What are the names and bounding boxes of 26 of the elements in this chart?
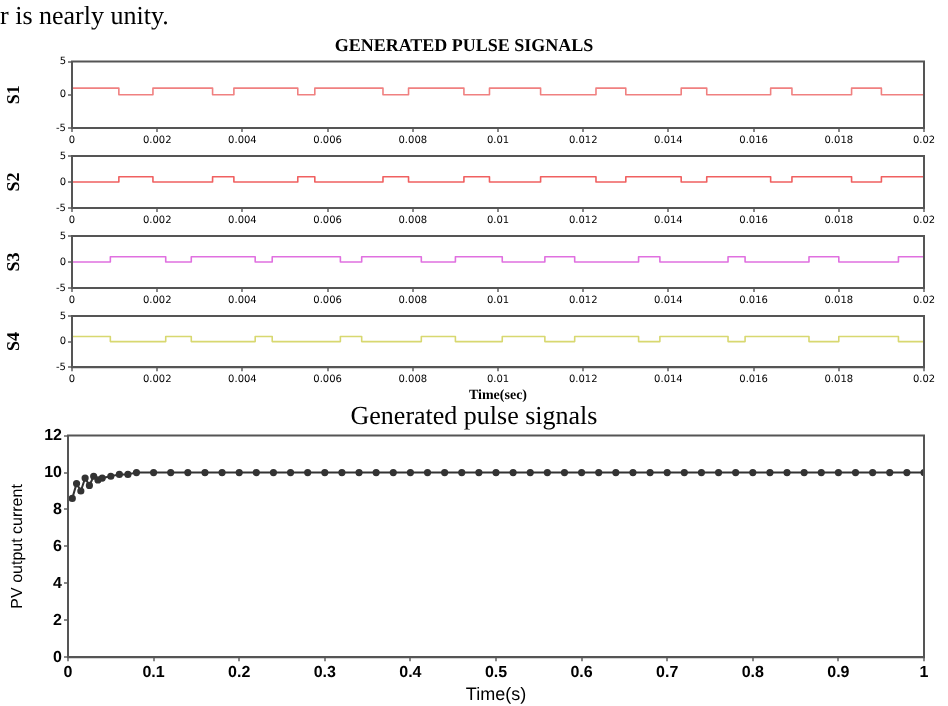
x-tick-label: 0.7 xyxy=(656,663,680,682)
y-axis-title: S3 xyxy=(3,251,24,272)
x-tick-label: 0.6 xyxy=(570,663,594,682)
text: Generated pulse signals xyxy=(350,400,598,430)
x-tick-label: 0.4 xyxy=(399,663,423,682)
y-tick-label: 10 xyxy=(44,462,64,481)
y-tick-label: 0 xyxy=(53,647,64,666)
y-axis-title: S2 xyxy=(3,171,24,192)
x-tick-label: 0.8 xyxy=(741,663,766,682)
text: r is nearly unity. xyxy=(0,0,171,32)
y-tick-label: 8 xyxy=(53,499,64,518)
y-tick-label: 6 xyxy=(53,536,64,555)
x-tick-label: 0.9 xyxy=(827,663,851,682)
y-tick-label: 12 xyxy=(44,426,64,445)
x-tick-label: 0.2 xyxy=(228,663,252,682)
x-axis-title: Time(s) xyxy=(465,684,527,705)
x-tick-label: 0.3 xyxy=(313,663,338,682)
y-tick-label: 4 xyxy=(53,573,64,592)
x-tick-label: 0.1 xyxy=(142,663,166,682)
y-tick-label: 2 xyxy=(53,610,64,629)
y-axis-title: PV output current xyxy=(8,482,27,609)
y-axis-title: S1 xyxy=(3,84,24,105)
x-tick-label: 1 xyxy=(919,663,930,682)
y-axis-title: S4 xyxy=(3,331,24,352)
chart-title: GENERATED PULSE SIGNALS xyxy=(334,35,594,56)
x-tick-label: 0.5 xyxy=(484,663,509,682)
